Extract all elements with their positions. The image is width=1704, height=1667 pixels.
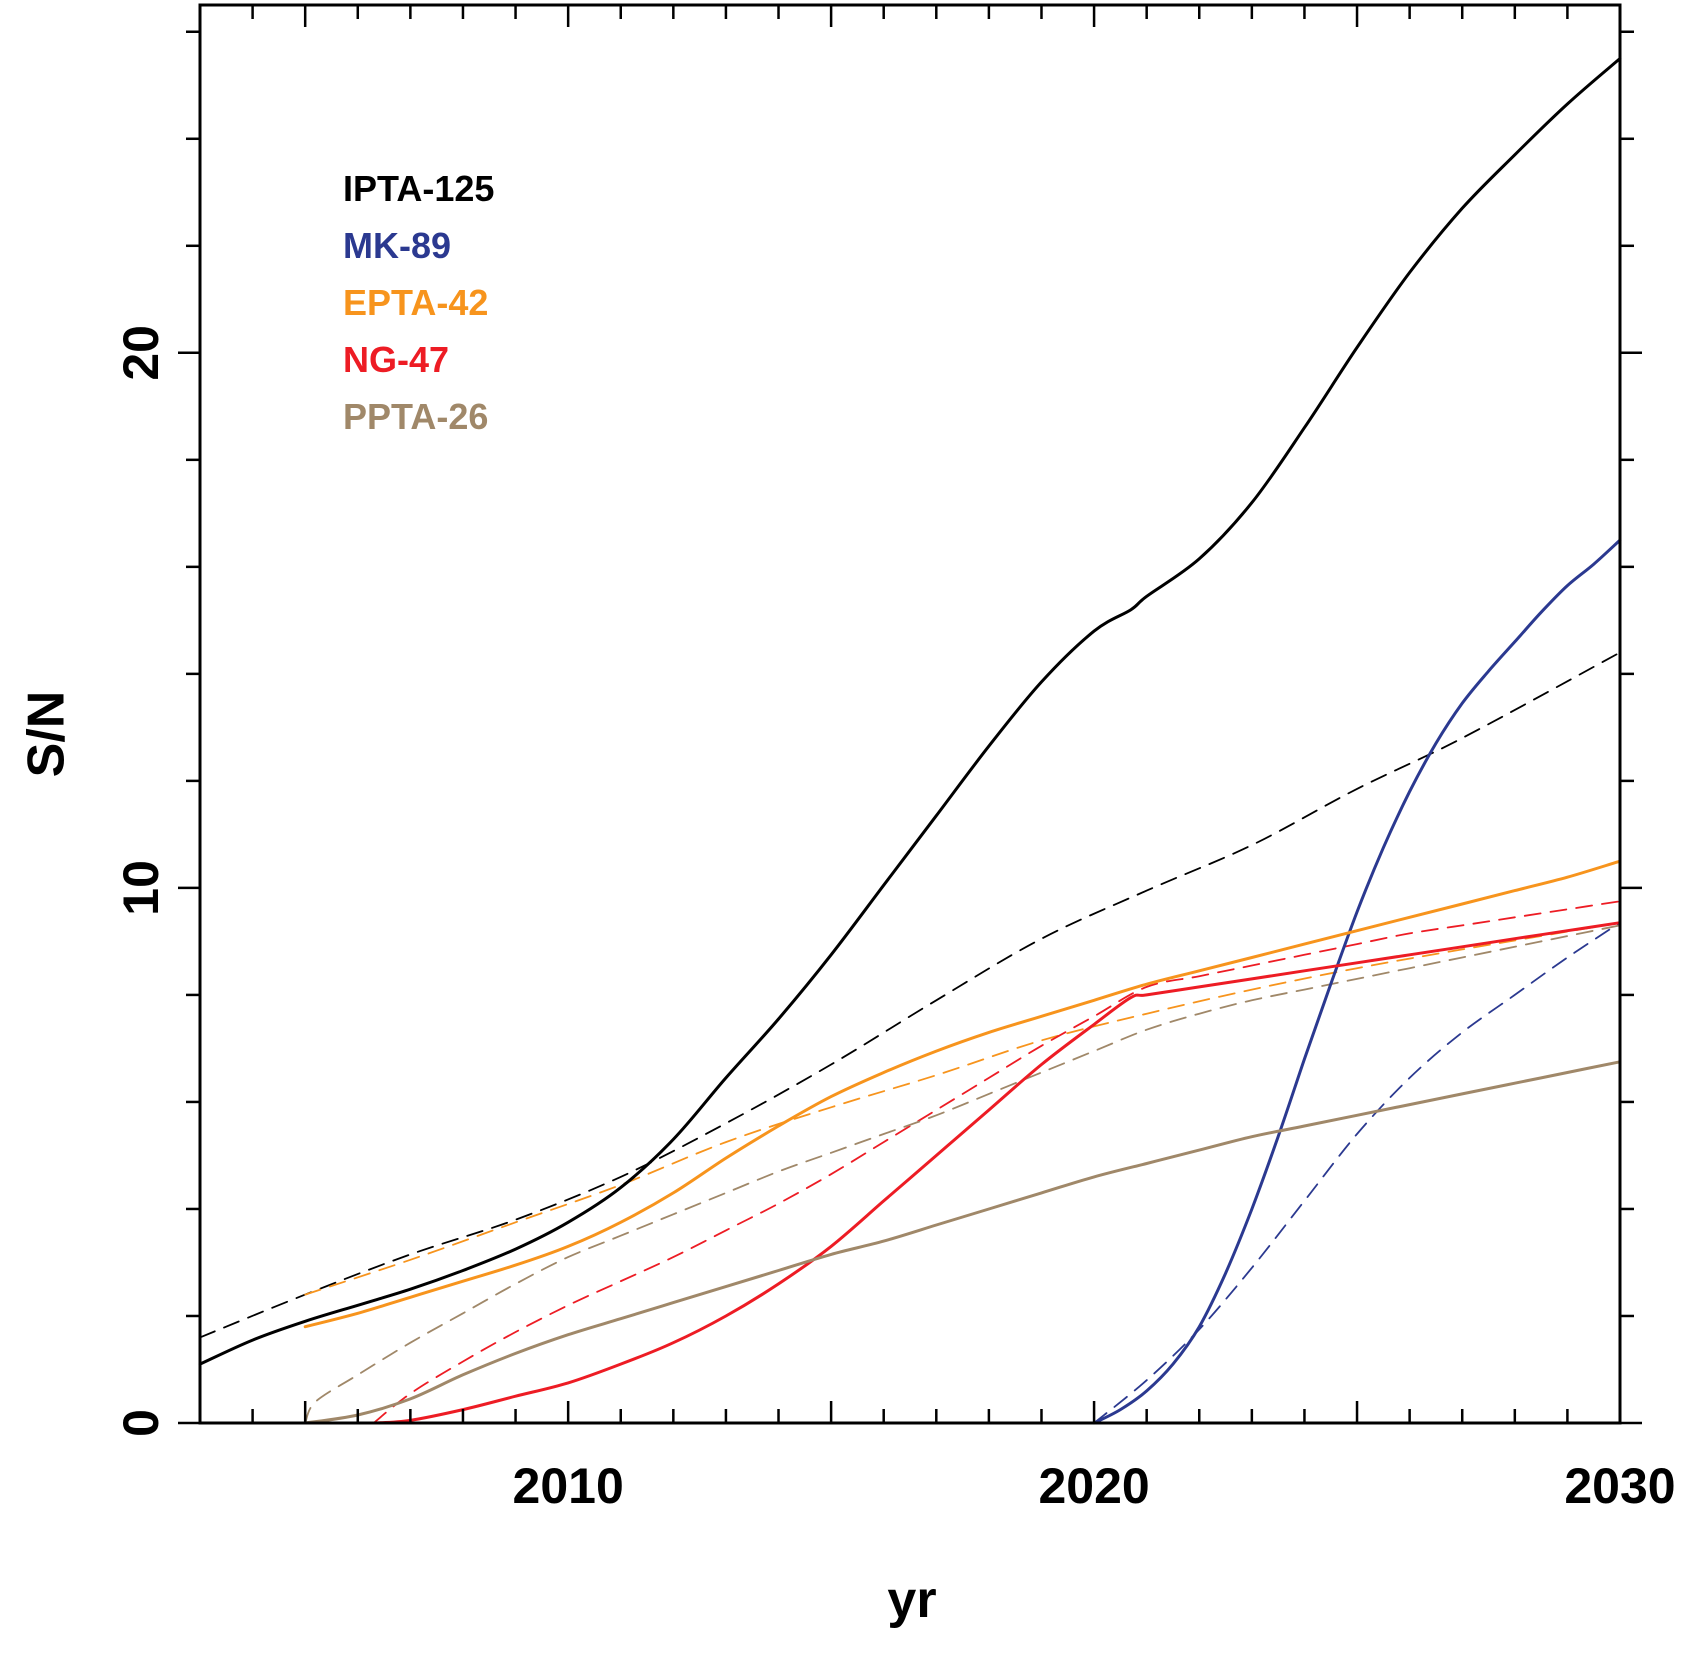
legend-epta-42: EPTA-42 bbox=[343, 282, 488, 323]
legend-ppta-26: PPTA-26 bbox=[343, 396, 488, 437]
series-mk-89-dashed bbox=[1093, 921, 1621, 1424]
series-ng-47-solid bbox=[372, 921, 1622, 1425]
labels-layer: 2010 2020 2030 0 10 20 bbox=[113, 325, 1675, 1514]
legend-ng-47: NG-47 bbox=[343, 339, 449, 380]
legend: IPTA-125 MK-89 EPTA-42 NG-47 PPTA-26 bbox=[343, 168, 494, 437]
series-layer bbox=[198, 57, 1622, 1425]
series-mk-89-solid bbox=[1092, 538, 1622, 1425]
legend-ipta-125: IPTA-125 bbox=[343, 168, 494, 209]
series-ppta-26-solid bbox=[303, 1060, 1622, 1425]
series-ng-47-dashed bbox=[372, 900, 1621, 1424]
legend-mk-89: MK-89 bbox=[343, 225, 451, 266]
series-ipta-125-solid bbox=[198, 57, 1622, 1366]
y-axis-title: S/N bbox=[18, 691, 76, 778]
x-tick-label-2010: 2010 bbox=[513, 1458, 624, 1514]
y-tick-label-10: 10 bbox=[113, 860, 169, 916]
ticks-layer bbox=[178, 5, 1642, 1425]
series-ppta-26-dashed bbox=[304, 924, 1621, 1424]
x-tick-label-2020: 2020 bbox=[1038, 1458, 1149, 1514]
series-epta-42-dashed bbox=[304, 921, 1621, 1296]
series-ipta-125-dashed bbox=[199, 651, 1621, 1339]
x-tick-label-2030: 2030 bbox=[1564, 1458, 1675, 1514]
y-tick-label-0: 0 bbox=[113, 1409, 169, 1437]
x-axis-title: yr bbox=[887, 1571, 936, 1629]
plot-frame bbox=[198, 3, 1622, 1425]
y-tick-label-20: 20 bbox=[113, 325, 169, 381]
series-epta-42-solid bbox=[303, 859, 1622, 1329]
